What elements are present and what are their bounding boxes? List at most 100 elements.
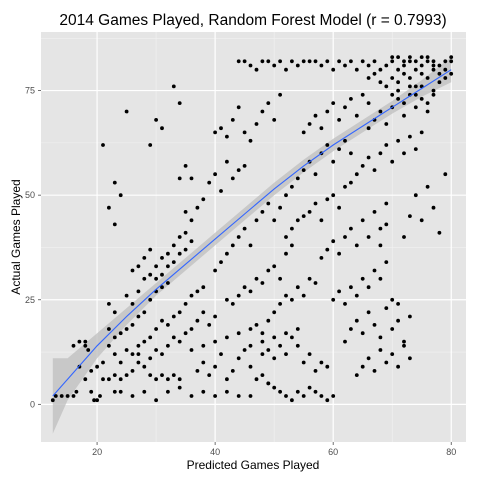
data-point (431, 92, 436, 97)
data-point (313, 281, 318, 285)
data-point (349, 327, 353, 331)
data-point (83, 343, 88, 348)
data-point (390, 55, 395, 59)
data-point (118, 193, 123, 198)
data-point (166, 264, 170, 269)
data-point (189, 239, 194, 244)
data-point (354, 293, 359, 298)
data-point (284, 293, 288, 298)
data-point (331, 239, 336, 244)
data-point (230, 176, 235, 181)
data-point (219, 126, 223, 131)
data-point (319, 394, 324, 398)
data-point (366, 63, 371, 68)
data-point (160, 318, 164, 323)
data-point (254, 67, 259, 72)
data-point (183, 210, 188, 214)
data-point (124, 373, 129, 377)
data-point (124, 327, 129, 331)
data-point (449, 59, 454, 64)
data-point (154, 264, 159, 269)
data-point (53, 394, 58, 398)
data-point (413, 105, 418, 110)
data-point (402, 71, 406, 76)
data-point (154, 276, 159, 281)
data-point (166, 251, 170, 256)
data-point (171, 243, 176, 248)
data-point (313, 389, 318, 394)
data-point (325, 143, 330, 147)
data-point (189, 327, 194, 331)
data-point (390, 59, 395, 64)
data-point (384, 143, 389, 147)
data-point (331, 394, 336, 398)
data-point (413, 59, 418, 64)
data-point (278, 389, 282, 394)
data-point (118, 331, 123, 336)
data-point (307, 210, 312, 214)
data-point (319, 126, 324, 131)
data-point (360, 92, 365, 97)
data-point (402, 101, 406, 105)
data-point (89, 369, 94, 373)
y-tick-label: 75 (25, 86, 35, 96)
data-point (343, 235, 347, 239)
data-point (290, 243, 294, 248)
data-point (390, 159, 395, 164)
data-point (160, 272, 164, 277)
data-point (236, 356, 241, 361)
data-point (278, 92, 282, 97)
data-point (419, 218, 424, 223)
data-point (242, 226, 247, 231)
data-point (171, 260, 176, 264)
data-point (254, 377, 259, 382)
data-point (402, 63, 406, 68)
data-point (272, 335, 277, 340)
data-point (301, 360, 306, 365)
data-point (142, 276, 147, 281)
data-point (278, 276, 282, 281)
data-point (325, 109, 330, 114)
data-point (354, 373, 359, 377)
data-point (384, 306, 389, 310)
data-point (272, 218, 277, 223)
data-point (142, 310, 147, 315)
data-point (354, 318, 359, 323)
data-point (219, 352, 223, 356)
data-point (431, 67, 436, 72)
data-point (83, 377, 88, 382)
data-point (154, 377, 159, 382)
data-point (307, 385, 312, 390)
data-point (431, 59, 436, 64)
data-point (443, 59, 448, 64)
data-point (384, 63, 389, 68)
data-point (201, 310, 206, 315)
data-point (366, 126, 371, 131)
data-point (236, 235, 241, 239)
data-point (266, 348, 271, 352)
data-point (284, 235, 288, 239)
data-point (171, 373, 176, 377)
data-point (254, 276, 259, 281)
x-axis-label: Predicted Games Played (187, 458, 320, 472)
x-tick-label: 40 (210, 447, 220, 457)
data-point (372, 268, 377, 273)
data-point (160, 373, 164, 377)
data-point (360, 276, 365, 281)
data-point (136, 289, 141, 294)
data-point (225, 389, 229, 394)
data-point (148, 373, 153, 377)
data-point (408, 59, 412, 64)
data-point (284, 331, 288, 336)
data-point (136, 314, 141, 319)
data-point (313, 59, 318, 64)
data-point (124, 293, 129, 298)
data-point (354, 113, 359, 118)
smooth-line-group (52, 69, 452, 397)
data-point (201, 197, 206, 202)
data-point (378, 151, 383, 156)
data-point (107, 377, 111, 382)
data-point (331, 297, 336, 302)
data-point (366, 285, 371, 290)
